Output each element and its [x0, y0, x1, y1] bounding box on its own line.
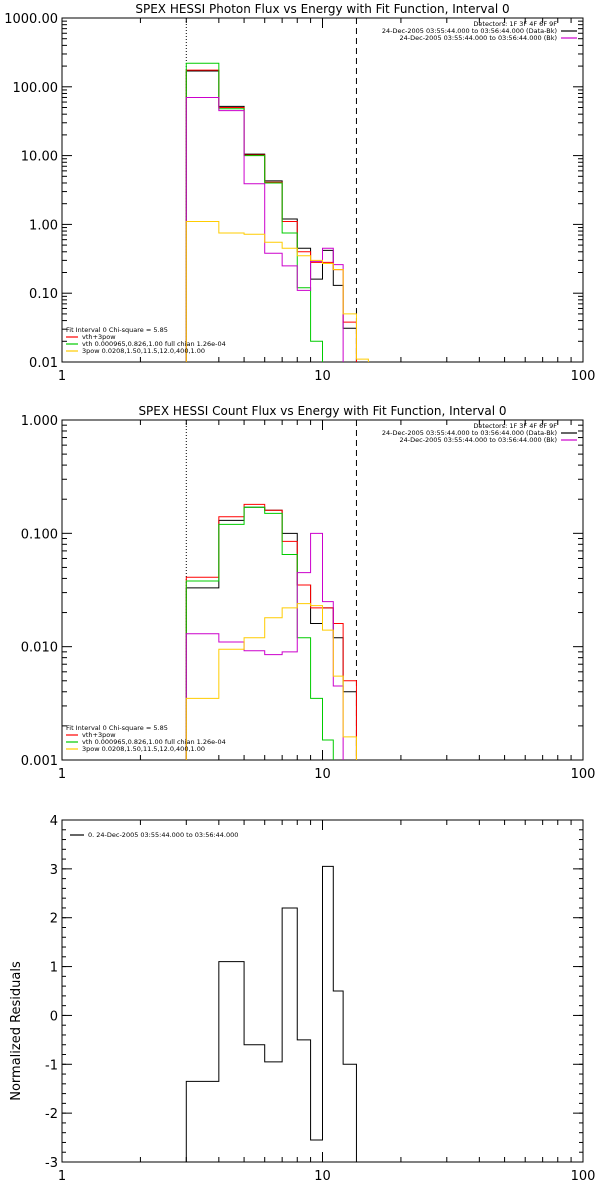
x-tick-label: 10: [314, 767, 331, 782]
y-tick-label: 100.00: [13, 81, 59, 96]
legend-top-right-text: Detectors: 1F 3F 4F 6F 9F: [473, 20, 557, 28]
legend-top-right-text: 24-Dec-2005 03:55:44.000 to 03:56:44.000…: [382, 429, 557, 437]
y-tick-label: -3: [45, 1156, 58, 1171]
series-line-2: [185, 503, 357, 760]
x-tick-label: 100: [571, 1169, 596, 1184]
y-tick-label: 4: [50, 814, 58, 829]
y-tick-label: 10.00: [21, 150, 58, 165]
x-tick-label: 1: [58, 767, 66, 782]
chart-title: SPEX HESSI Count Flux vs Energy with Fit…: [138, 404, 506, 418]
legend-top-right-text: 24-Dec-2005 03:55:44.000 to 03:56:44.000…: [382, 27, 557, 35]
y-tick-label: 1: [50, 961, 58, 976]
series-line-5: [185, 221, 369, 362]
plot-frame: [61, 17, 584, 363]
legend-bottom-left-text: Fit Interval 0 Chi-square = 5.85: [66, 326, 168, 334]
legend-bottom-left-text: 3pow 0.0208,1.50,11.5,12.0,400,1.00: [82, 347, 205, 355]
y-tick-label: 0.010: [21, 641, 58, 656]
y-tick-label: 0.01: [29, 356, 58, 371]
series-line-2: [185, 69, 357, 362]
y-tick-label: 0.100: [21, 527, 58, 542]
x-tick-label: 1: [58, 369, 66, 384]
x-tick-label: 100: [571, 369, 596, 384]
series-line-4: [185, 96, 344, 362]
series-line-1: [185, 506, 357, 760]
legend-top-right-text: Detectors: 1F 3F 4F 6F 9F: [473, 422, 557, 430]
chart-title: SPEX HESSI Photon Flux vs Energy with Fi…: [135, 2, 509, 16]
legend-top-right-text: 24-Dec-2005 03:55:44.000 to 03:56:44.000…: [400, 34, 558, 42]
y-tick-label: 0.001: [21, 754, 58, 769]
y-tick-label: -2: [45, 1107, 58, 1122]
y-tick-label: 2: [50, 912, 58, 927]
y-tick-label: 0.10: [29, 287, 58, 302]
series-line-1: [185, 865, 357, 1162]
legend-bottom-left-text: vth+3pow: [82, 731, 116, 739]
y-axis-label: Normalized Residuals: [9, 961, 24, 1101]
y-tick-label: 3: [50, 863, 58, 878]
y-tick-label: 1000.00: [4, 12, 58, 27]
legend-bottom-left-text: vth 0.000965,0.826,1.00 full chian 1.26e…: [82, 738, 226, 746]
x-tick-label: 10: [314, 1169, 331, 1184]
series-line-4: [185, 532, 344, 760]
legend-bottom-left-text: 3pow 0.0208,1.50,11.5,12.0,400,1.00: [82, 745, 205, 753]
series-line-5: [185, 603, 357, 760]
x-tick-label: 1: [58, 1169, 66, 1184]
legend-bottom-left-text: vth 0.000965,0.826,1.00 full chian 1.26e…: [82, 340, 226, 348]
x-tick-label: 100: [571, 767, 596, 782]
y-tick-label: 1.000: [21, 414, 58, 429]
legend-top-right-text: 24-Dec-2005 03:55:44.000 to 03:56:44.000…: [400, 436, 558, 444]
chart-panel-1: SPEX HESSI Photon Flux vs Energy with Fi…: [4, 2, 595, 384]
chart-panel-2: SPEX HESSI Count Flux vs Energy with Fit…: [21, 404, 596, 782]
chart-panel-3: Normalized Residuals 1 10 100 -3 -2 -1 0 1 2 3 4 0. …: [9, 814, 595, 1184]
series-line-1: [185, 70, 357, 362]
y-tick-label: 1.00: [29, 218, 58, 233]
legend-bottom-left-text: vth+3pow: [82, 333, 116, 341]
legend-bottom-left-text: Fit Interval 0 Chi-square = 5.85: [66, 724, 168, 732]
x-tick-label: 10: [314, 369, 331, 384]
y-tick-label: -1: [45, 1058, 58, 1073]
y-tick-label: 0: [50, 1009, 58, 1024]
series-line-3: [185, 62, 323, 362]
legend-top-left-text: 0. 24-Dec-2005 03:55:44.000 to 03:56:44.…: [88, 831, 238, 839]
series-line-3: [185, 506, 334, 760]
